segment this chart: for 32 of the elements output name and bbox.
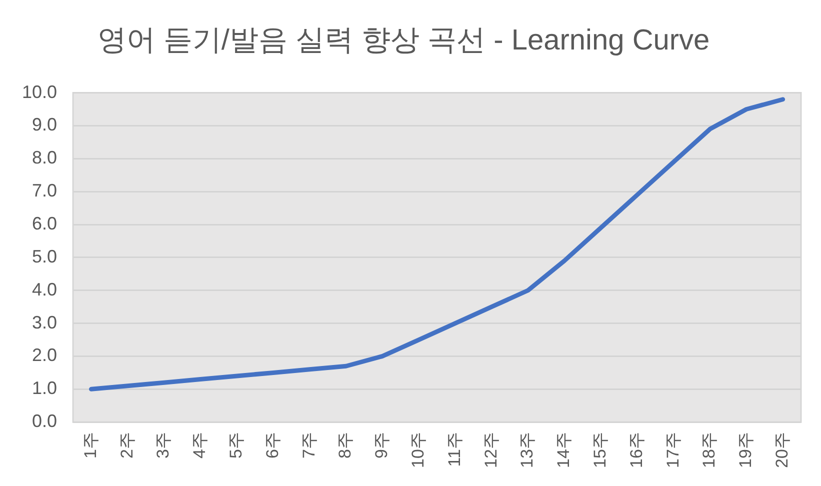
x-tick-label: 6주 <box>262 432 282 459</box>
x-tick-label: 9주 <box>372 432 392 459</box>
x-tick-label: 8주 <box>336 432 355 459</box>
y-tick-label: 2.0 <box>32 345 58 366</box>
x-tick-label: 14주 <box>554 432 574 468</box>
y-tick-label: 7.0 <box>32 180 58 201</box>
y-tick-label: 5.0 <box>32 246 58 266</box>
x-tick-label: 4주 <box>190 432 210 459</box>
x-tick-label: 10주 <box>408 432 428 468</box>
y-tick-label: 8.0 <box>32 148 58 168</box>
x-tick-label: 17주 <box>663 432 682 468</box>
x-tick-label: 18주 <box>700 432 719 468</box>
x-tick-label: 7주 <box>299 432 318 459</box>
y-tick-label: 9.0 <box>32 114 58 135</box>
y-tick-label: 10.0 <box>22 82 58 102</box>
x-tick-label: 5주 <box>226 432 246 459</box>
x-tick-label: 3주 <box>154 432 173 459</box>
x-tick-label: 2주 <box>117 432 136 459</box>
x-tick-label: 16주 <box>626 432 646 468</box>
x-tick-label: 11주 <box>444 432 464 467</box>
x-tick-label: 13주 <box>518 432 537 468</box>
y-tick-label: 3.0 <box>32 312 58 332</box>
chart-title: 영어 듣기/발음 실력 향상 곡선 - Learning Curve <box>97 24 710 56</box>
x-tick-label: 19주 <box>736 432 756 468</box>
y-tick-label: 1.0 <box>32 378 58 398</box>
x-tick-label: 1주 <box>80 432 100 459</box>
x-tick-label: 15주 <box>590 432 610 468</box>
x-tick-label: 12주 <box>481 432 500 468</box>
y-tick-label: 4.0 <box>32 279 58 300</box>
x-tick-label: 20주 <box>772 432 792 468</box>
y-tick-label: 0.0 <box>32 411 58 432</box>
y-tick-label: 6.0 <box>32 213 58 234</box>
